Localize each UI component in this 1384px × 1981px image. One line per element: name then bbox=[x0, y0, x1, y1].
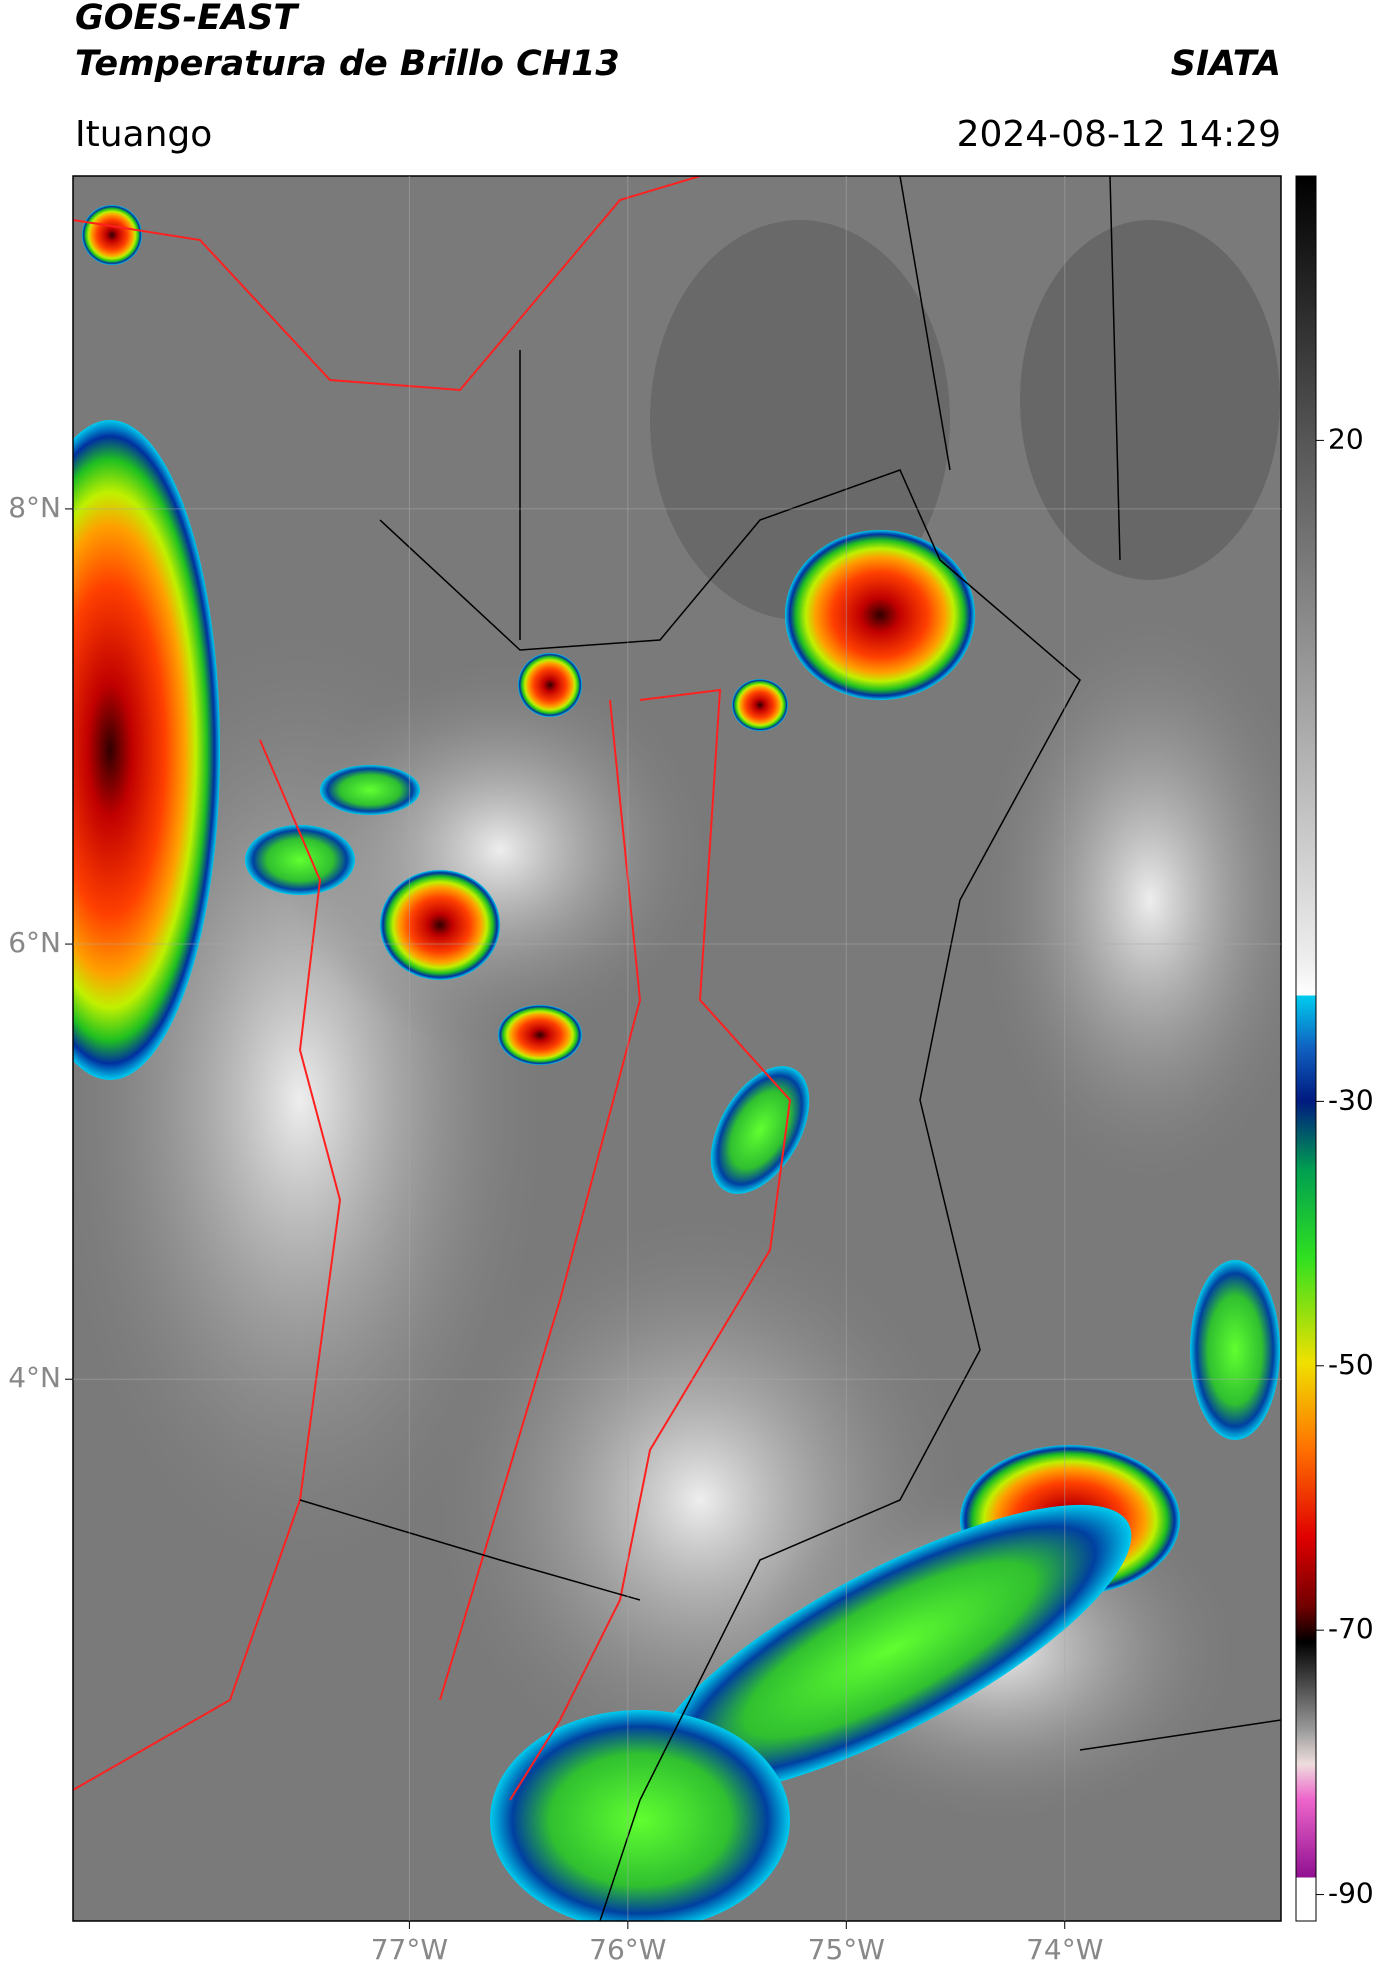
satellite: GOES-EAST bbox=[75, 0, 300, 38]
colorbar-tick-label: -70 bbox=[1328, 1612, 1374, 1645]
cloud-cell bbox=[710, 1066, 810, 1194]
storm bbox=[82, 205, 142, 265]
warm-area bbox=[650, 220, 950, 620]
colorbar-tick-label: -30 bbox=[1328, 1083, 1374, 1116]
admin-border bbox=[299, 176, 1281, 1751]
lat-tick-label: 4°N bbox=[8, 1361, 61, 1394]
satellite-image bbox=[73, 176, 1281, 1921]
coastline bbox=[73, 739, 342, 1791]
cloud-cell bbox=[245, 825, 355, 895]
colorbar-tick-label: -50 bbox=[1328, 1348, 1374, 1381]
location: Ituango bbox=[75, 114, 212, 155]
storm bbox=[785, 530, 975, 700]
convective-band bbox=[490, 1710, 790, 1921]
datetime: 2024-08-12 14:29 bbox=[957, 114, 1281, 155]
storm bbox=[498, 1005, 582, 1065]
colorbar bbox=[1295, 175, 1317, 1922]
region-border bbox=[509, 688, 792, 1801]
warm-area bbox=[1020, 220, 1280, 580]
cloud-cell bbox=[320, 765, 420, 815]
cloud-cell bbox=[1190, 1260, 1280, 1440]
storm bbox=[73, 420, 220, 1080]
map-frame bbox=[72, 175, 1282, 1922]
lon-tick-label: 77°W bbox=[371, 1933, 448, 1966]
lon-tick-label: 75°W bbox=[808, 1933, 885, 1966]
product: Temperatura de Brillo CH13 bbox=[75, 44, 620, 84]
lon-tick-label: 74°W bbox=[1026, 1933, 1103, 1966]
convective-band bbox=[648, 1504, 1132, 1796]
storm bbox=[518, 653, 582, 717]
storm bbox=[380, 870, 500, 980]
agency: SIATA bbox=[1171, 44, 1281, 84]
colorbar-tick-label: 20 bbox=[1328, 422, 1364, 455]
storm bbox=[732, 679, 788, 731]
admin-border bbox=[379, 469, 1081, 1921]
colorbar-tick-label: -90 bbox=[1328, 1877, 1374, 1910]
lat-tick-label: 6°N bbox=[8, 926, 61, 959]
cloud bbox=[970, 600, 1281, 1200]
lat-tick-label: 8°N bbox=[8, 491, 61, 524]
lon-tick-label: 76°W bbox=[589, 1933, 666, 1966]
region-border bbox=[439, 699, 642, 1701]
coastline bbox=[73, 176, 701, 392]
